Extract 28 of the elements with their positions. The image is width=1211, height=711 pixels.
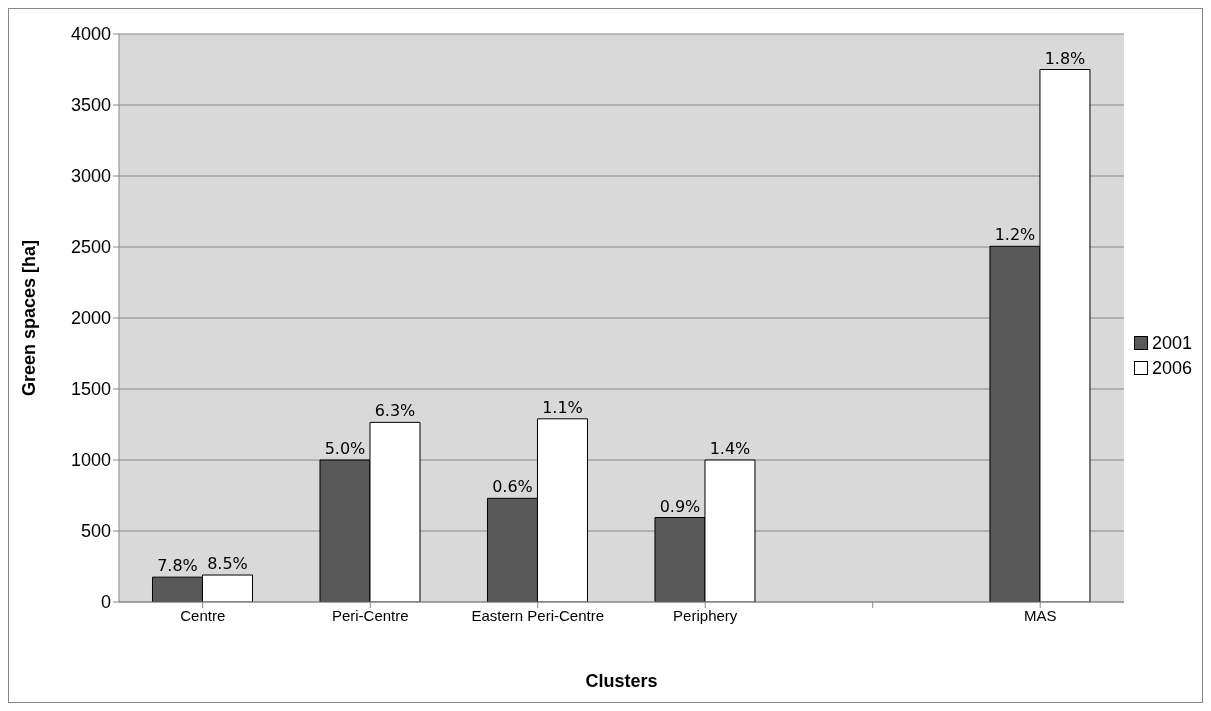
annotation: 7.8% — [157, 556, 198, 576]
annotation: 1.1% — [542, 397, 583, 417]
annotation: 6.3% — [374, 401, 416, 421]
y-tick-label: 4000 — [70, 24, 111, 45]
y-axis-title: Green spaces [ha] — [19, 239, 40, 397]
y-tick-label: 2500 — [70, 237, 111, 258]
annotation: 1.8% — [1044, 48, 1086, 68]
y-tick-label: 0 — [100, 592, 111, 613]
annotation: 5.0% — [324, 439, 366, 458]
y-tick-label: 500 — [80, 521, 111, 542]
annotation: 1.4% — [709, 439, 751, 458]
y-tick-label: 2000 — [70, 308, 111, 329]
x-tick-label: Periphery — [673, 606, 738, 624]
x-tick-label: Centre — [180, 606, 226, 624]
x-tick-label: MAS — [1023, 606, 1057, 624]
legend-label: 2001 — [1151, 332, 1192, 354]
x-axis-title: Clusters — [585, 671, 658, 691]
x-tick-label: Eastern Peri-Centre — [471, 606, 605, 624]
y-tick-label: 1000 — [70, 450, 111, 471]
y-tick-label: 1500 — [70, 379, 111, 400]
legend-label: 2006 — [1151, 357, 1192, 379]
x-tick-label: Peri-Centre — [331, 606, 409, 624]
annotation: 0.9% — [659, 496, 701, 516]
y-tick-label: 3000 — [70, 166, 111, 187]
annotation: 8.5% — [207, 554, 248, 574]
annotation: 0.6% — [492, 477, 533, 497]
annotation: 1.2% — [994, 225, 1036, 245]
y-tick-label: 3500 — [70, 95, 111, 116]
